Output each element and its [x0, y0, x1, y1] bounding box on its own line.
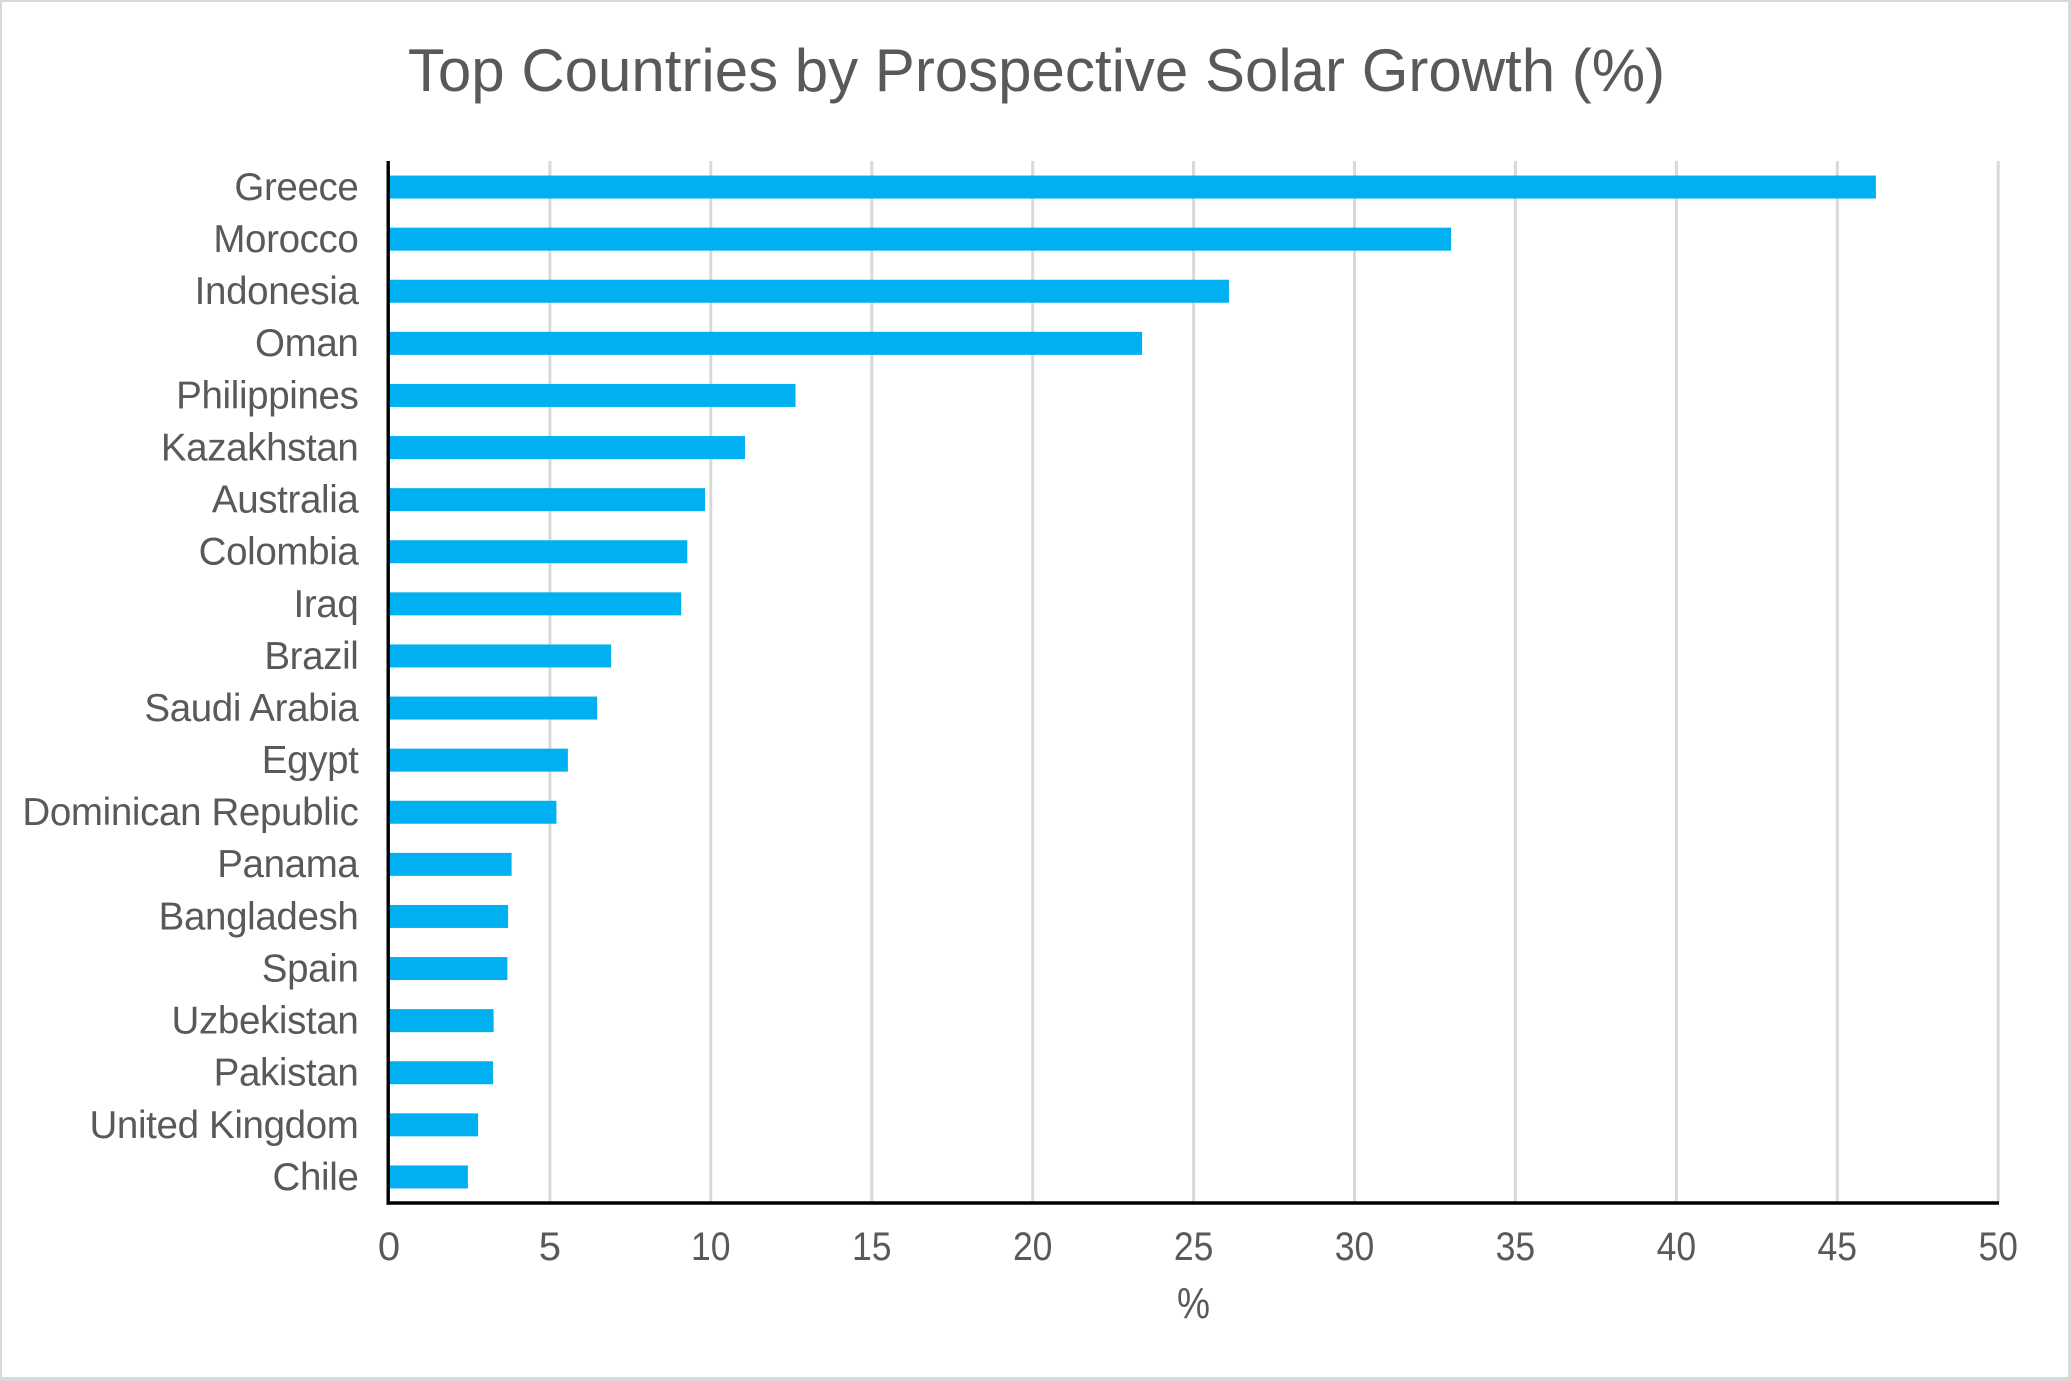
- svg-text:Dominican Republic: Dominican Republic: [22, 791, 358, 834]
- svg-text:Pakistan: Pakistan: [214, 1052, 359, 1095]
- svg-text:Iraq: Iraq: [294, 583, 359, 626]
- svg-text:Colombia: Colombia: [199, 531, 360, 574]
- svg-text:Indonesia: Indonesia: [195, 270, 360, 313]
- svg-text:0: 0: [378, 1225, 400, 1269]
- svg-text:Uzbekistan: Uzbekistan: [172, 1000, 359, 1043]
- svg-text:Philippines: Philippines: [176, 374, 358, 417]
- svg-text:15: 15: [852, 1225, 892, 1269]
- svg-text:United Kingdom: United Kingdom: [89, 1104, 358, 1147]
- svg-text:45: 45: [1818, 1225, 1858, 1269]
- svg-text:10: 10: [691, 1225, 731, 1269]
- svg-text:Egypt: Egypt: [262, 739, 359, 782]
- svg-text:40: 40: [1657, 1225, 1697, 1269]
- svg-text:Greece: Greece: [234, 166, 358, 209]
- svg-text:Australia: Australia: [212, 479, 360, 522]
- svg-text:Brazil: Brazil: [264, 635, 358, 678]
- svg-text:Morocco: Morocco: [213, 218, 358, 261]
- svg-text:Bangladesh: Bangladesh: [159, 895, 359, 938]
- svg-text:Kazakhstan: Kazakhstan: [161, 426, 359, 469]
- svg-text:Chile: Chile: [273, 1156, 359, 1199]
- svg-text:Saudi Arabia: Saudi Arabia: [144, 687, 359, 730]
- svg-text:20: 20: [1013, 1225, 1053, 1269]
- svg-text:Spain: Spain: [262, 948, 359, 991]
- svg-text:Top Countries by Prospective S: Top Countries by Prospective Solar Growt…: [408, 37, 1665, 104]
- svg-text:25: 25: [1174, 1225, 1214, 1269]
- svg-text:Panama: Panama: [217, 843, 359, 886]
- svg-text:50: 50: [1978, 1225, 2018, 1269]
- svg-text:5: 5: [539, 1225, 561, 1269]
- svg-text:%: %: [1177, 1279, 1210, 1328]
- svg-text:30: 30: [1335, 1225, 1375, 1269]
- svg-text:Oman: Oman: [255, 322, 358, 365]
- svg-text:35: 35: [1496, 1225, 1536, 1269]
